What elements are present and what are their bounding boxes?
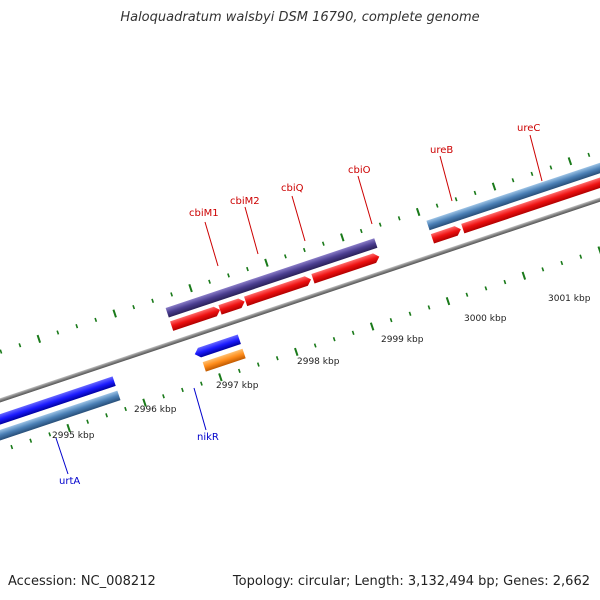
inner-tick xyxy=(427,305,431,310)
scale-label-2998: 2998 kbp xyxy=(297,357,340,367)
inner-tick xyxy=(256,362,260,367)
map-title: Haloquadratum walsbyi DSM 16790, complet… xyxy=(120,10,480,25)
outer-tick xyxy=(321,241,325,246)
outer-tick xyxy=(549,165,553,170)
outer-tick xyxy=(36,334,42,343)
genome-summary-text: Topology: circular; Length: 3,132,494 bp… xyxy=(232,574,590,589)
gene-cbiM2-arrow[interactable] xyxy=(218,297,246,315)
feature-purple-bar[interactable] xyxy=(165,238,378,318)
feature-steel-bar-left[interactable] xyxy=(0,390,121,444)
inner-tick xyxy=(389,317,393,323)
outer-tick xyxy=(587,152,591,157)
label-cbiQ: cbiQ xyxy=(281,183,304,194)
outer-tick xyxy=(75,324,79,329)
outer-tick xyxy=(284,254,287,259)
inner-tick xyxy=(369,322,375,331)
gene-ureC-arrow[interactable] xyxy=(461,165,600,234)
scale-label-3001: 3001 kbp xyxy=(548,294,591,304)
outer-tick xyxy=(359,228,363,234)
label-urtA: urtA xyxy=(59,476,80,487)
inner-tick xyxy=(408,311,412,316)
inner-tick xyxy=(29,438,33,443)
gene-ureB-arrow[interactable] xyxy=(430,225,463,244)
outer-tick xyxy=(435,203,439,208)
inner-tick xyxy=(313,343,317,348)
feature-steel-bar-right[interactable] xyxy=(426,152,600,231)
inner-tick xyxy=(218,373,223,382)
inner-tick xyxy=(86,419,90,424)
inner-tick xyxy=(332,337,336,342)
label-nikR: nikR xyxy=(197,432,219,443)
feature-orange-bar[interactable] xyxy=(202,348,246,372)
label-cbiO: cbiO xyxy=(348,165,371,176)
inner-tick xyxy=(465,292,469,297)
scale-label-2997: 2997 kbp xyxy=(216,381,259,391)
inner-tick xyxy=(503,279,507,285)
scale-label-3000: 3000 kbp xyxy=(464,314,507,324)
outer-tick xyxy=(208,279,211,284)
outer-tick-row xyxy=(0,152,591,354)
scale-label-2999: 2999 kbp xyxy=(381,335,424,345)
inner-tick xyxy=(541,267,545,272)
label-cbiM2: cbiM2 xyxy=(230,196,260,207)
outer-tick xyxy=(491,182,497,191)
outer-tick xyxy=(511,178,515,183)
inner-tick xyxy=(124,406,127,412)
inner-tick xyxy=(579,254,583,259)
inner-tick xyxy=(275,356,279,361)
outer-tick xyxy=(567,157,573,166)
outer-tick xyxy=(340,233,345,242)
inner-tick xyxy=(294,347,299,356)
inner-tick xyxy=(445,296,451,306)
outer-tick xyxy=(246,266,249,272)
inner-tick xyxy=(237,368,241,374)
outer-tick xyxy=(264,258,269,267)
outer-tick xyxy=(0,349,3,354)
inner-tick xyxy=(484,286,488,291)
gene-urtA-bar[interactable] xyxy=(0,376,116,430)
outer-tick xyxy=(454,197,458,202)
inner-tick xyxy=(105,413,108,418)
accession-text: Accession: NC_008212 xyxy=(8,574,156,589)
gene-cbiO-arrow[interactable] xyxy=(311,252,381,284)
outer-tick xyxy=(530,171,534,177)
gene-cbiM1-arrow[interactable] xyxy=(170,305,222,331)
outer-tick xyxy=(227,273,230,278)
inner-tick xyxy=(162,394,165,399)
inner-tick-row xyxy=(10,246,600,450)
gene-cbiQ-arrow[interactable] xyxy=(244,275,313,307)
outer-tick xyxy=(94,317,98,322)
outer-tick xyxy=(132,304,136,310)
inner-tick xyxy=(351,330,355,335)
inner-tick xyxy=(181,387,184,393)
outer-tick xyxy=(170,292,173,297)
kbp-scale: 2995 kbp 2996 kbp 2997 kbp 2998 kbp 2999… xyxy=(52,294,591,441)
scale-label-2995: 2995 kbp xyxy=(52,431,95,441)
outer-tick xyxy=(151,298,155,303)
outer-tick xyxy=(56,330,60,335)
outer-tick xyxy=(473,190,477,196)
inner-tick xyxy=(48,432,52,437)
outer-tick xyxy=(415,207,421,217)
label-ureB: ureB xyxy=(430,145,453,156)
inner-tick xyxy=(200,381,203,386)
inner-tick xyxy=(560,260,564,266)
inner-tick xyxy=(521,271,527,280)
gene-labels: cbiM1 cbiM2 cbiQ cbiO ureB ureC nikR urt… xyxy=(55,123,543,487)
label-cbiM1: cbiM1 xyxy=(189,208,219,219)
gene-nikR-arrow[interactable] xyxy=(193,334,241,359)
outer-tick xyxy=(188,283,193,293)
outer-tick xyxy=(378,222,382,227)
label-ureC: ureC xyxy=(517,123,540,134)
outer-tick xyxy=(397,216,401,221)
genome-backbone xyxy=(0,183,600,410)
outer-tick xyxy=(302,247,306,253)
inner-tick xyxy=(10,444,14,450)
scale-label-2996: 2996 kbp xyxy=(134,405,177,415)
outer-tick xyxy=(18,343,22,348)
inner-tick xyxy=(66,423,71,433)
outer-tick xyxy=(112,309,117,318)
inner-tick xyxy=(142,398,147,407)
